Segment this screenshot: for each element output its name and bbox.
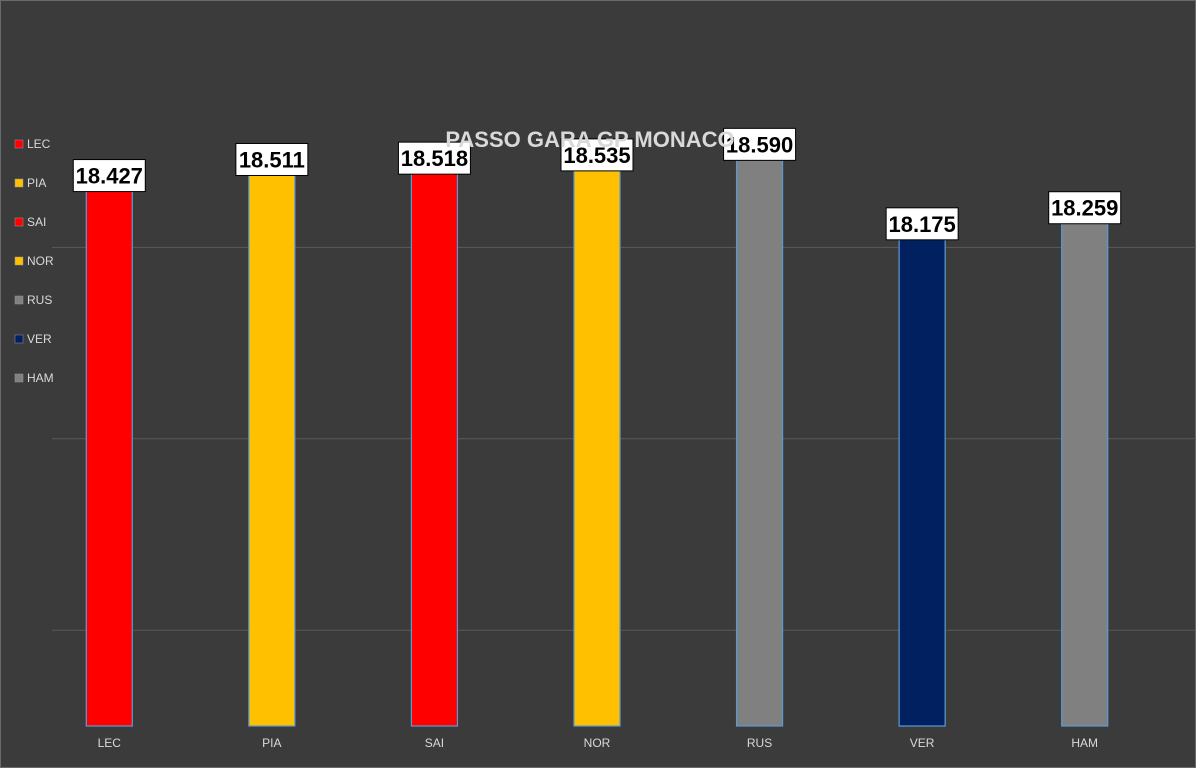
legend-label-pia: PIA	[27, 176, 46, 190]
legend-label-sai: SAI	[27, 215, 46, 229]
x-tick-rus: RUS	[747, 736, 772, 750]
data-label-box	[723, 127, 797, 161]
bar-ham	[1061, 197, 1109, 727]
bars	[85, 133, 1109, 727]
bar-pia	[248, 148, 296, 727]
legend-swatch-lec	[14, 139, 24, 149]
legend-swatch-pia	[14, 178, 24, 188]
gridlines	[52, 246, 1196, 631]
data-label-box	[885, 207, 959, 241]
data-label-rus: 18.590	[726, 132, 793, 157]
bar-rus	[735, 133, 784, 727]
chart-title: PASSO GARA GP MONACO	[445, 127, 734, 152]
legend-swatch-nor	[14, 256, 24, 266]
x-tick-sai: SAI	[425, 736, 444, 750]
legend-label-rus: RUS	[27, 293, 52, 307]
data-labels: 18.427 18.511 18.518 18.535 18.590 18.175 18.2…	[72, 127, 1122, 241]
legend-label-nor: NOR	[27, 254, 54, 268]
bar-ver	[898, 213, 946, 727]
legend-label-ver: VER	[27, 332, 52, 346]
data-label-box	[1048, 191, 1122, 225]
data-label-ver: 18.175	[888, 212, 955, 237]
bar-lec	[85, 164, 133, 727]
legend-label-lec: LEC	[27, 137, 51, 151]
x-tick-pia: PIA	[262, 736, 281, 750]
x-tick-ham: HAM	[1071, 736, 1098, 750]
legend-label-ham: HAM	[27, 371, 54, 385]
data-label-box	[72, 159, 146, 193]
legend-swatch-rus	[14, 295, 24, 305]
data-label-sai: 18.518	[401, 146, 468, 171]
data-label-ham: 18.259	[1051, 196, 1118, 221]
legend-swatch-ver	[14, 334, 24, 344]
bar-nor	[573, 144, 621, 727]
data-label-nor: 18.535	[563, 143, 630, 168]
data-label-lec: 18.427	[76, 164, 143, 189]
data-label-box	[560, 138, 634, 172]
legend: LEC PIA SAI NOR RUS VER HAM	[14, 137, 54, 385]
x-tick-lec: LEC	[98, 736, 122, 750]
data-label-box	[397, 141, 471, 175]
legend-swatch-sai	[14, 217, 24, 227]
data-label-box	[235, 142, 309, 176]
legend-swatch-ham	[14, 373, 24, 383]
x-tick-ver: VER	[910, 736, 935, 750]
data-label-pia: 18.511	[239, 147, 305, 172]
x-tick-nor: NOR	[584, 736, 611, 750]
x-axis-ticks: LEC PIA SAI NOR RUS VER HAM	[98, 736, 1098, 750]
bar-sai	[410, 147, 459, 727]
